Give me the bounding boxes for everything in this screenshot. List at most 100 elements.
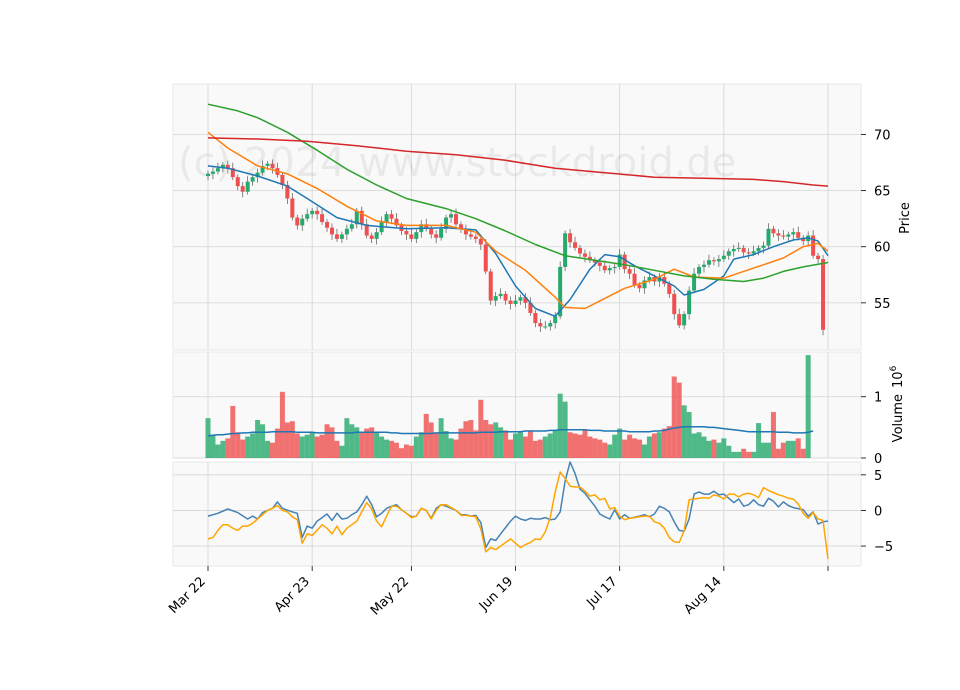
volume-bar bbox=[205, 418, 211, 458]
candle-body bbox=[325, 222, 330, 228]
candle-body bbox=[736, 247, 741, 249]
volume-bar bbox=[448, 438, 454, 458]
volume-bar bbox=[255, 420, 261, 458]
volume-bar bbox=[498, 427, 504, 458]
candle-body bbox=[439, 228, 444, 238]
volume-bar bbox=[304, 434, 310, 458]
volume-bar bbox=[284, 422, 290, 458]
candle-body bbox=[488, 271, 493, 301]
candle-body bbox=[206, 173, 210, 177]
candle-body bbox=[761, 245, 766, 248]
volume-bar bbox=[478, 399, 484, 458]
volume-bar bbox=[463, 421, 469, 458]
volume-bar bbox=[612, 434, 618, 458]
volume-bar bbox=[701, 436, 707, 458]
volume-bar bbox=[785, 440, 791, 458]
candle-body bbox=[597, 262, 602, 266]
volume-bar bbox=[289, 421, 295, 458]
volume-bar bbox=[627, 434, 633, 458]
candle-body bbox=[523, 297, 528, 303]
volume-bar bbox=[711, 439, 717, 458]
candle-body bbox=[493, 296, 498, 301]
volume-bar bbox=[408, 445, 414, 458]
y-tick-label: 70 bbox=[874, 129, 891, 144]
candle-body bbox=[821, 259, 826, 330]
price-panel-background bbox=[172, 83, 862, 351]
candle-body bbox=[404, 231, 409, 235]
candle-body bbox=[429, 228, 434, 235]
volume-bar bbox=[473, 430, 479, 458]
candle-body bbox=[339, 234, 344, 239]
volume-bar bbox=[438, 418, 444, 458]
candle-body bbox=[746, 252, 751, 254]
candle-body bbox=[716, 259, 721, 262]
volume-bar bbox=[309, 432, 315, 458]
indicator-line-2 bbox=[207, 471, 829, 559]
watermark-text: (c) 2024 www.stockdroid.de bbox=[178, 140, 736, 186]
volume-axis-title-pow: 6 bbox=[889, 365, 899, 371]
volume-bar bbox=[557, 393, 563, 458]
volume-bar bbox=[726, 445, 732, 458]
candle-body bbox=[741, 247, 746, 253]
candle-body bbox=[250, 177, 255, 182]
volume-bar bbox=[800, 448, 806, 458]
candle-body bbox=[483, 244, 488, 272]
volume-bar bbox=[359, 432, 365, 458]
candle-body bbox=[354, 210, 359, 225]
volume-bar bbox=[334, 440, 340, 458]
volume-bar bbox=[790, 440, 796, 458]
candle-body bbox=[548, 323, 553, 327]
candle-body bbox=[359, 210, 364, 225]
candle-body bbox=[796, 232, 801, 238]
x-tick-label: Mar 22 bbox=[166, 574, 209, 617]
volume-bar bbox=[686, 412, 692, 458]
candle-body bbox=[508, 300, 513, 304]
volume-bar bbox=[582, 430, 588, 458]
volume-bar bbox=[780, 442, 786, 458]
candle-body bbox=[692, 273, 697, 291]
y-tick-label: 0 bbox=[874, 452, 882, 467]
x-tick-label: Jul 17 bbox=[583, 574, 620, 611]
candle-body bbox=[657, 277, 662, 282]
candle-body bbox=[771, 228, 776, 234]
candle-body bbox=[781, 235, 786, 237]
candle-body bbox=[756, 247, 761, 252]
candle-body bbox=[394, 218, 399, 226]
volume-bar bbox=[269, 442, 275, 458]
candle-body bbox=[225, 164, 230, 169]
candle-body bbox=[473, 236, 478, 239]
candle-body bbox=[230, 168, 235, 178]
volume-bar bbox=[651, 433, 657, 458]
candle-body bbox=[622, 254, 627, 270]
candle-body bbox=[726, 251, 731, 256]
volume-bar bbox=[220, 440, 226, 458]
candle-body bbox=[265, 163, 270, 166]
y-tick-label: 5 bbox=[874, 469, 882, 484]
volume-bar bbox=[795, 438, 801, 458]
volume-bar bbox=[398, 448, 404, 458]
volume-bar bbox=[592, 438, 598, 458]
price-panel bbox=[206, 103, 829, 336]
candle-body bbox=[791, 232, 796, 235]
candle-body bbox=[533, 312, 538, 324]
candle-body bbox=[632, 273, 637, 285]
volume-bar bbox=[532, 440, 538, 458]
candle-body bbox=[260, 165, 265, 173]
volume-bar bbox=[691, 433, 697, 458]
candle-body bbox=[503, 293, 508, 301]
volume-bar bbox=[235, 432, 241, 458]
candle-body bbox=[414, 232, 419, 239]
volume-bar bbox=[716, 442, 722, 458]
volume-bar bbox=[433, 433, 439, 458]
moving-average-line-ma_red bbox=[207, 137, 829, 187]
indicator-panel bbox=[207, 461, 829, 559]
x-tick-label: Jun 19 bbox=[476, 574, 516, 614]
volume-bar bbox=[279, 391, 285, 458]
volume-bar bbox=[671, 376, 677, 458]
candle-body bbox=[682, 314, 687, 326]
candle-body bbox=[647, 277, 652, 281]
candle-body bbox=[578, 247, 582, 254]
volume-bar bbox=[517, 432, 523, 458]
candle-body bbox=[424, 224, 429, 229]
